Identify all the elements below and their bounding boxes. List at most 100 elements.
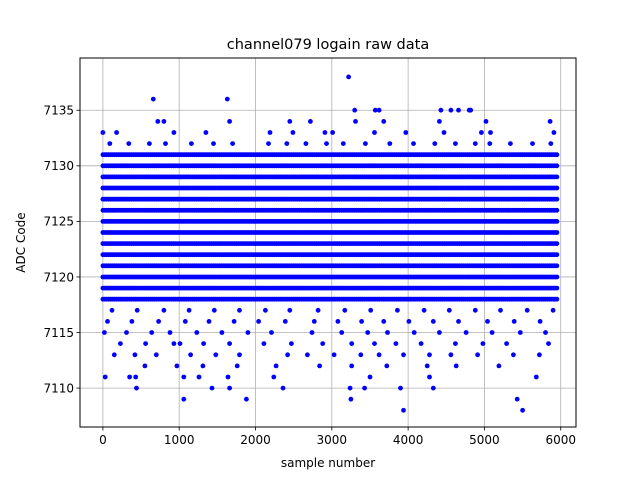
- data-point: [384, 363, 390, 369]
- data-point: [129, 319, 135, 324]
- data-point: [171, 130, 177, 135]
- data-point: [263, 307, 268, 313]
- data-points-layer: [100, 74, 560, 413]
- data-point: [421, 307, 427, 313]
- data-point: [196, 374, 202, 380]
- data-point: [126, 141, 132, 147]
- data-point: [261, 341, 267, 346]
- data-point: [463, 330, 469, 335]
- data-point: [142, 363, 148, 369]
- data-point: [403, 130, 409, 135]
- data-point: [437, 330, 442, 335]
- data-point: [311, 319, 317, 324]
- data-point: [381, 119, 387, 124]
- data-point: [427, 352, 432, 358]
- data-point: [285, 352, 290, 358]
- data-point: [537, 319, 543, 324]
- x-tick-label: 1000: [164, 433, 195, 447]
- data-point: [411, 330, 417, 335]
- data-point: [167, 330, 173, 335]
- data-point: [411, 141, 416, 147]
- data-point: [186, 307, 192, 313]
- data-point: [213, 352, 219, 358]
- data-point: [543, 330, 548, 335]
- data-point: [483, 119, 489, 124]
- data-point: [256, 319, 261, 324]
- data-point: [153, 352, 159, 358]
- data-point: [132, 352, 138, 358]
- data-point: [504, 341, 509, 346]
- data-point: [244, 396, 249, 402]
- data-point: [201, 341, 207, 346]
- data-point: [102, 374, 108, 380]
- data-point: [446, 307, 452, 313]
- data-point: [418, 341, 424, 346]
- data-point: [395, 307, 400, 313]
- data-point: [441, 130, 447, 135]
- data-point: [398, 385, 403, 391]
- data-point: [317, 363, 322, 369]
- data-point: [546, 341, 551, 346]
- data-point: [230, 141, 236, 147]
- data-point: [271, 374, 277, 380]
- data-point: [309, 330, 315, 335]
- ticks-layer: 0 1000 2000 3000 4000 5000 6000 7110 7115 7120 712…: [43, 104, 576, 447]
- data-point: [266, 141, 271, 147]
- y-tick-label: 7125: [43, 215, 74, 229]
- data-point: [514, 396, 520, 402]
- data-point: [456, 319, 461, 324]
- data-point: [111, 352, 117, 358]
- data-point: [530, 141, 535, 147]
- data-point: [134, 307, 140, 313]
- chart-title: channel079 logain raw data: [227, 37, 429, 53]
- data-point: [289, 341, 294, 346]
- data-point: [224, 96, 230, 102]
- data-point: [554, 174, 560, 180]
- data-point: [508, 141, 513, 147]
- y-tick-label: 7120: [43, 270, 74, 284]
- data-point: [209, 385, 215, 391]
- data-point: [453, 141, 458, 147]
- data-point: [520, 407, 525, 413]
- data-point: [554, 241, 560, 247]
- data-point: [424, 363, 430, 369]
- data-point: [200, 363, 206, 369]
- data-point: [149, 330, 155, 335]
- data-point: [453, 363, 459, 369]
- data-point: [456, 107, 461, 113]
- data-point: [100, 130, 106, 135]
- data-point: [554, 230, 560, 235]
- data-point: [156, 319, 162, 324]
- data-point: [225, 374, 231, 380]
- data-point: [353, 119, 358, 124]
- data-point: [194, 330, 200, 335]
- data-point: [234, 363, 240, 369]
- data-point: [367, 374, 373, 380]
- data-point: [554, 196, 560, 202]
- data-point: [485, 319, 490, 324]
- data-point: [114, 130, 119, 135]
- data-point: [339, 330, 345, 335]
- data-point: [287, 307, 293, 313]
- data-point: [496, 363, 502, 369]
- data-point: [227, 385, 233, 391]
- data-point: [147, 141, 152, 147]
- data-point: [174, 363, 180, 369]
- data-point: [171, 341, 177, 346]
- data-point: [290, 130, 296, 135]
- data-point: [548, 141, 554, 147]
- data-point: [231, 319, 237, 324]
- data-point: [245, 330, 251, 335]
- data-point: [524, 307, 530, 313]
- data-point: [372, 107, 378, 113]
- data-point: [554, 296, 560, 302]
- data-point: [347, 385, 353, 391]
- data-point: [368, 307, 374, 313]
- data-point: [181, 396, 187, 402]
- data-point: [269, 330, 274, 335]
- data-point: [237, 307, 242, 313]
- data-point: [385, 330, 390, 335]
- data-point: [181, 374, 187, 380]
